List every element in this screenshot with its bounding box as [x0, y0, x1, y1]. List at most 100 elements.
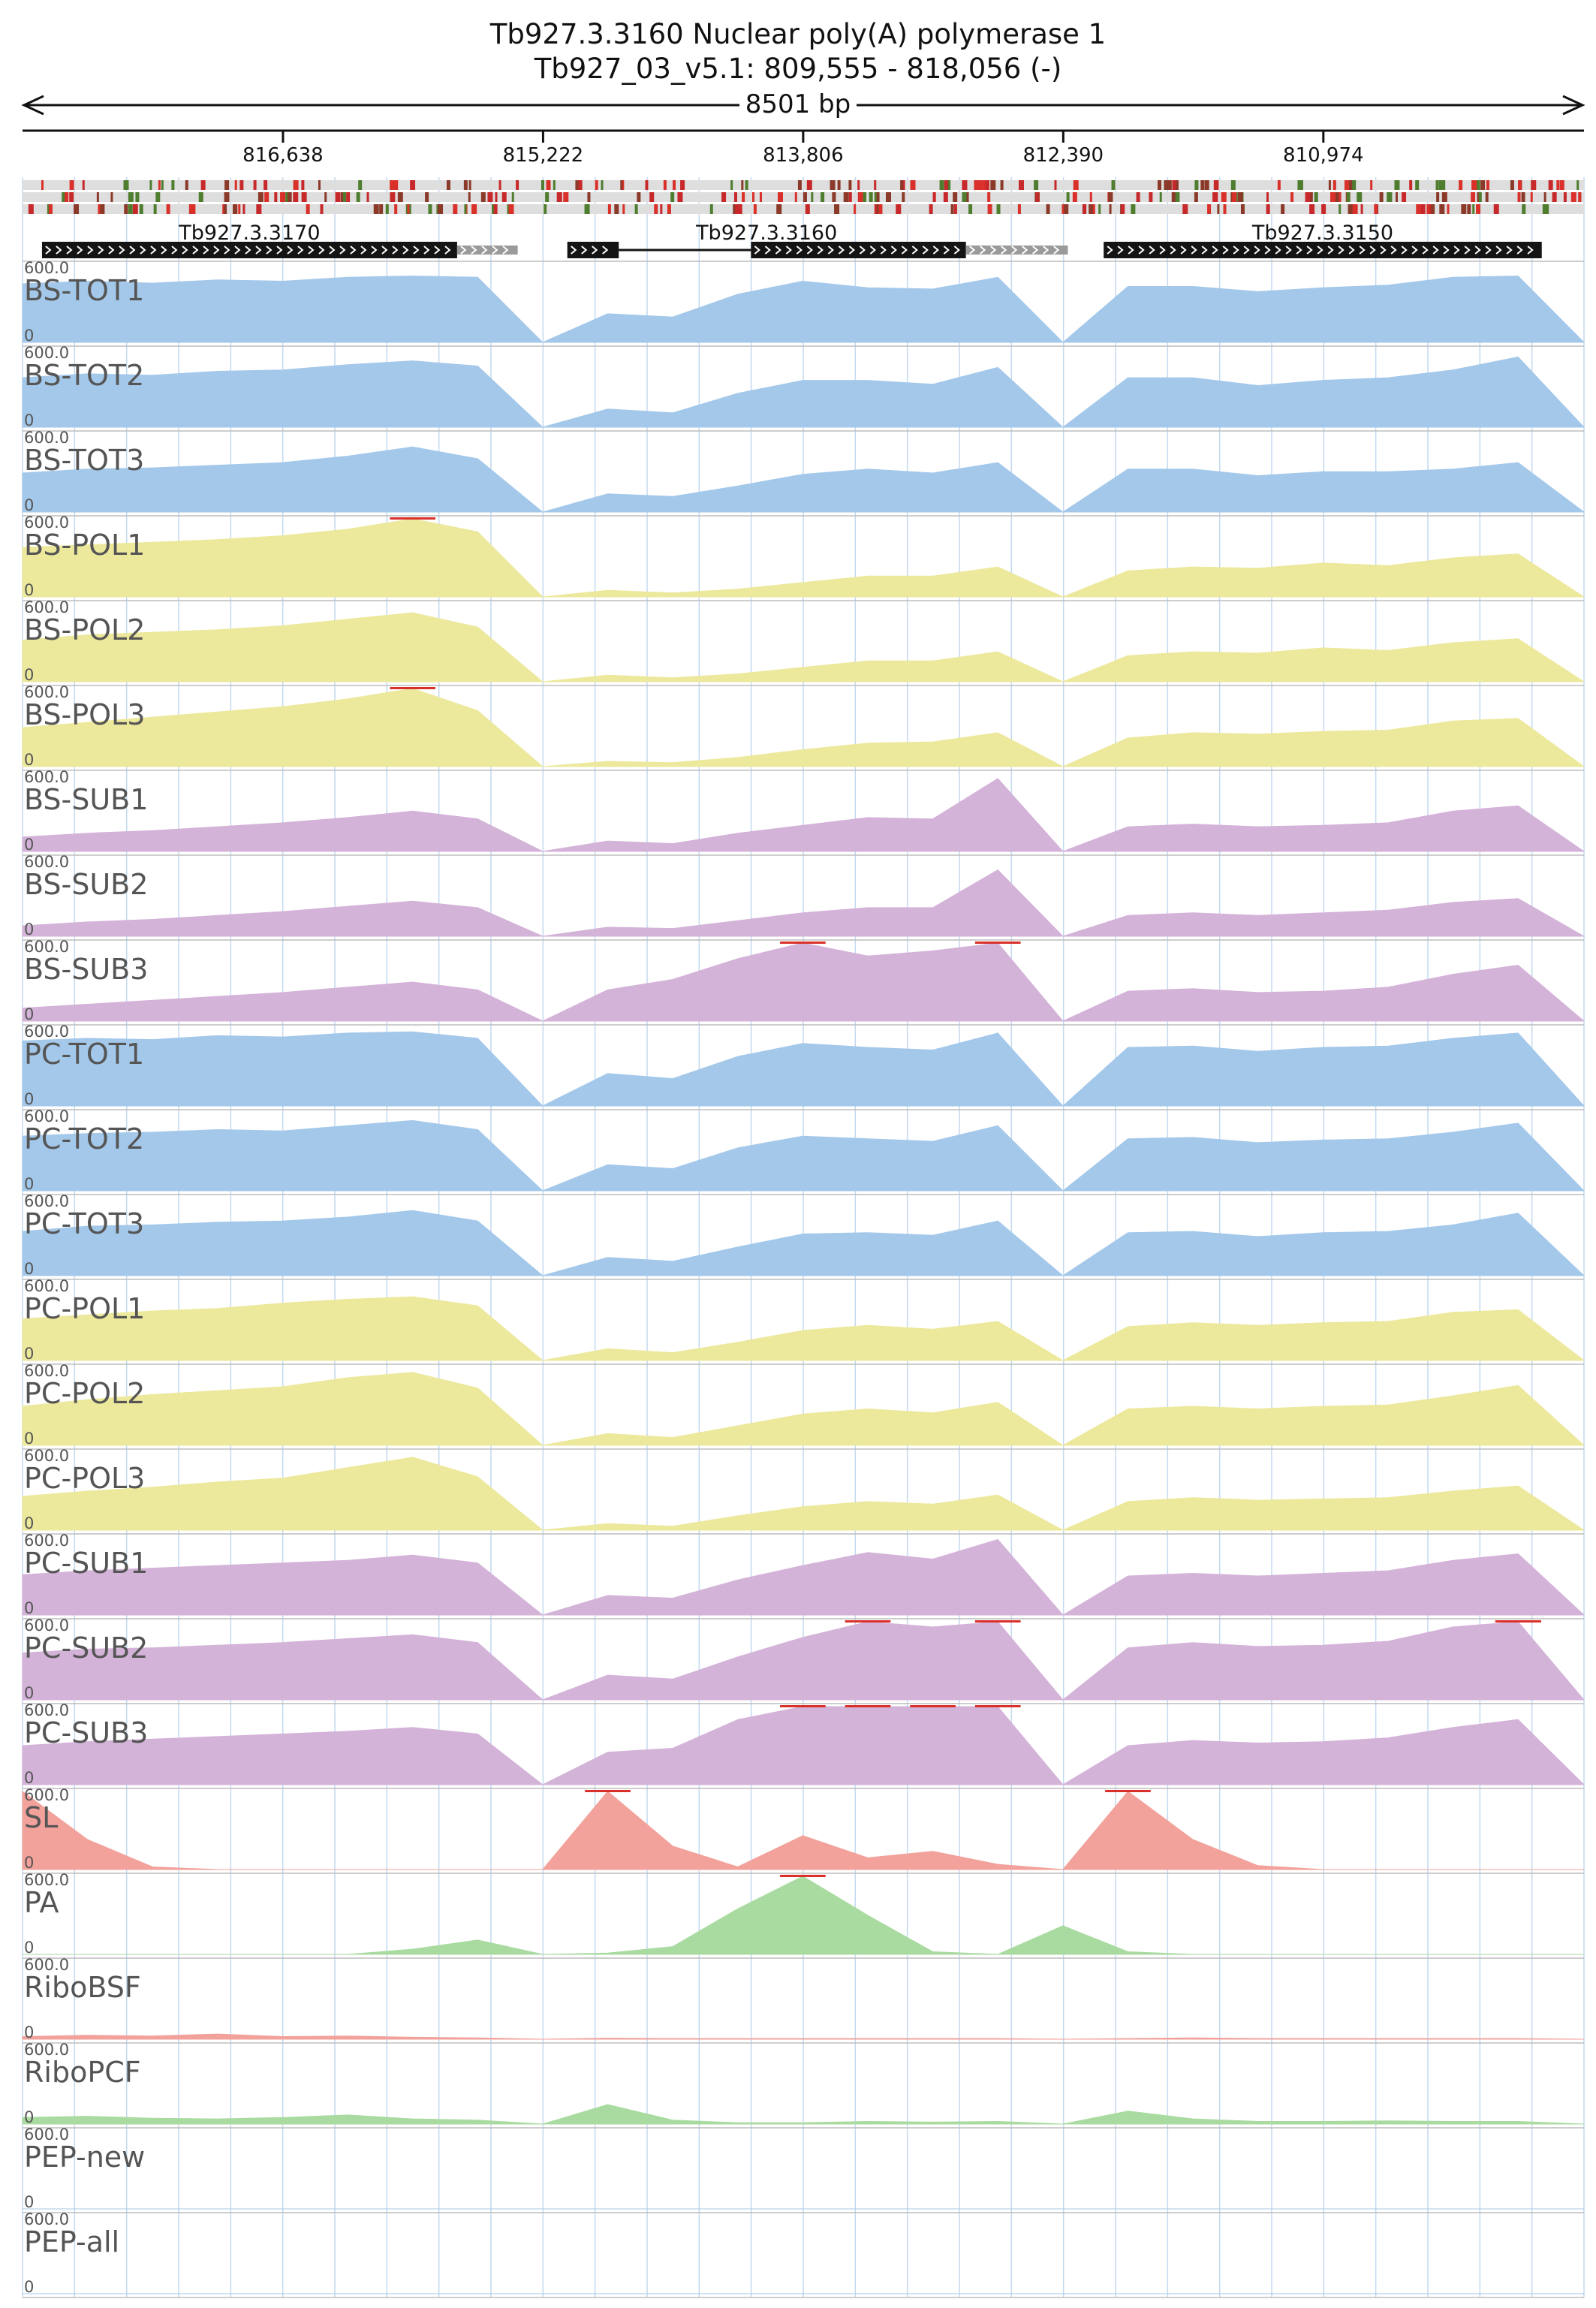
- variation-mark: [968, 204, 973, 214]
- variation-mark: [487, 192, 493, 202]
- variation-mark: [234, 180, 237, 190]
- variation-mark: [733, 204, 737, 214]
- variation-mark: [1333, 180, 1336, 190]
- strand-chevron: [1422, 246, 1429, 255]
- variation-mark: [837, 180, 841, 190]
- variation-mark: [1073, 180, 1079, 190]
- variation-mark: [1266, 192, 1269, 202]
- clip-marker: [910, 1705, 956, 1707]
- track-label: PC-POL1: [24, 1292, 145, 1325]
- strand-chevron: [943, 246, 950, 255]
- variation-mark: [745, 180, 748, 190]
- variation-mark: [1471, 192, 1476, 202]
- coverage-area: [22, 1372, 1585, 1446]
- variation-mark: [900, 180, 904, 190]
- y-max-label: 600.0: [24, 344, 69, 362]
- y-max-label: 600.0: [24, 1192, 69, 1210]
- strand-chevron: [98, 246, 104, 255]
- strand-chevron: [1485, 246, 1492, 255]
- variation-mark: [1164, 180, 1167, 190]
- variation-mark: [1240, 204, 1245, 214]
- variation-mark: [896, 204, 902, 214]
- track-label: PC-SUB3: [24, 1716, 148, 1749]
- ruler-tick-label: 813,806: [763, 144, 844, 167]
- variation-mark: [516, 180, 519, 190]
- clip-marker: [390, 687, 436, 689]
- variation-mark: [858, 192, 863, 202]
- y-max-label: 600.0: [24, 1023, 69, 1041]
- y-min-label: 0: [24, 1769, 34, 1787]
- variation-mark: [128, 192, 134, 202]
- variation-mark: [601, 180, 604, 190]
- variation-mark: [1054, 180, 1057, 190]
- y-max-label: 600.0: [24, 768, 69, 786]
- variation-mark: [797, 180, 802, 190]
- clip-marker: [780, 1875, 826, 1877]
- variation-mark: [390, 192, 396, 202]
- variation-mark: [811, 192, 814, 202]
- gene-label: Tb927.3.3150: [1251, 221, 1393, 245]
- variation-mark: [1352, 204, 1358, 214]
- coverage-area: [22, 1119, 1585, 1192]
- strand-chevron: [392, 246, 399, 255]
- variation-mark: [242, 204, 245, 214]
- variation-mark: [545, 192, 550, 202]
- variation-mark: [751, 192, 754, 202]
- variation-mark: [1478, 192, 1482, 202]
- variation-mark: [876, 192, 880, 202]
- variation-mark: [996, 204, 1001, 214]
- variation-mark: [753, 204, 757, 214]
- track-label: RiboBSF: [24, 1971, 141, 2004]
- variation-mark: [929, 204, 933, 214]
- variation-mark: [645, 180, 649, 190]
- variation-mark: [1171, 192, 1176, 202]
- variation-mark: [468, 192, 471, 202]
- strand-chevron: [1527, 246, 1534, 255]
- variation-mark: [1563, 192, 1567, 202]
- variation-mark: [153, 204, 157, 214]
- variation-mark: [161, 180, 164, 190]
- y-min-label: 0: [24, 1939, 34, 1957]
- ruler-tick-label: 812,390: [1023, 144, 1104, 167]
- variation-mark: [285, 192, 288, 202]
- variation-mark: [373, 204, 379, 214]
- variation-mark: [438, 204, 444, 214]
- variation-mark: [575, 180, 580, 190]
- variation-mark: [660, 204, 663, 214]
- variation-mark: [1194, 180, 1199, 190]
- coverage-area: [22, 778, 1585, 852]
- variation-mark: [358, 180, 363, 190]
- variation-mark: [1111, 180, 1116, 190]
- y-min-label: 0: [24, 2193, 34, 2211]
- strand-chevron: [1011, 246, 1018, 255]
- variation-mark: [346, 192, 351, 202]
- variation-mark: [987, 192, 991, 202]
- variation-mark: [65, 192, 69, 202]
- y-min-label: 0: [24, 836, 34, 854]
- track-label: BS-TOT2: [24, 359, 144, 392]
- coverage-area: [22, 1621, 1585, 1701]
- variation-mark: [1530, 192, 1533, 202]
- y-min-label: 0: [24, 496, 34, 514]
- variation-mark: [1352, 180, 1357, 190]
- span-arrow-left: [21, 95, 44, 116]
- variation-mark: [1379, 192, 1384, 202]
- clip-marker: [390, 517, 436, 520]
- variation-mark: [128, 204, 133, 214]
- y-min-label: 0: [24, 1684, 34, 1702]
- variation-mark: [1493, 204, 1499, 214]
- variation-mark: [233, 204, 238, 214]
- variation-mark: [1204, 180, 1209, 190]
- variation-mark: [1415, 180, 1420, 190]
- variation-mark: [962, 192, 967, 202]
- variation-mark: [1395, 192, 1398, 202]
- variation-mark: [1556, 180, 1560, 190]
- variation-mark: [385, 204, 389, 214]
- strand-chevron: [817, 246, 824, 255]
- variation-mark: [843, 192, 849, 202]
- variation-mark: [1548, 180, 1553, 190]
- variation-mark: [667, 204, 671, 214]
- y-max-label: 600.0: [24, 1447, 69, 1465]
- strand-chevron: [402, 246, 409, 255]
- variation-mark: [1543, 192, 1546, 202]
